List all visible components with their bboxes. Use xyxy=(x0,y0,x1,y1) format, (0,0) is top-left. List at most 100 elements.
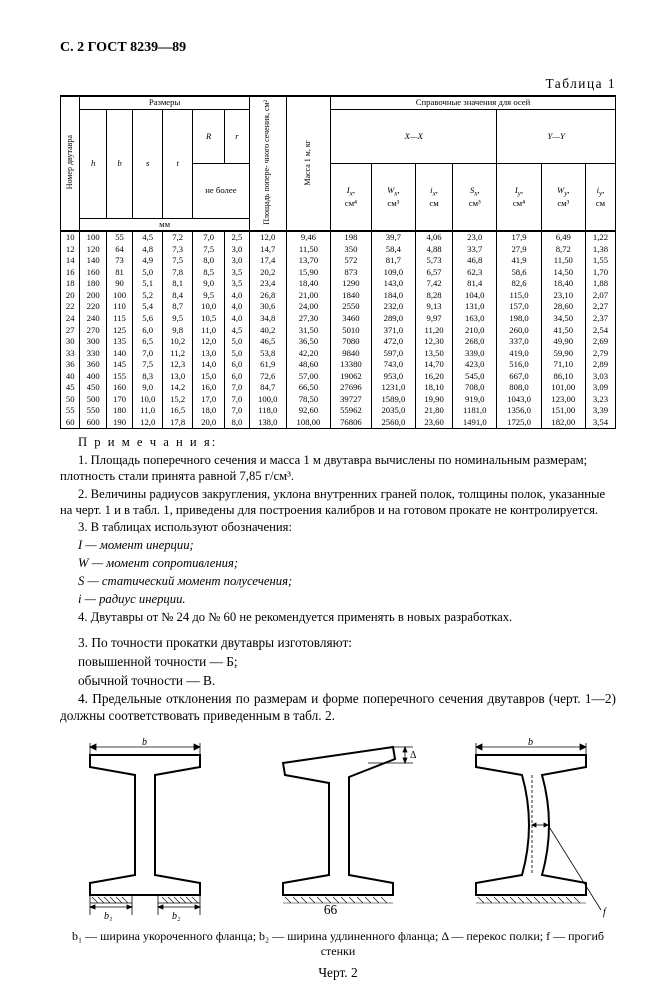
note-item: W — момент сопротивления; xyxy=(78,556,238,570)
table-cell: 40,2 xyxy=(249,325,286,337)
table-cell: 4,5 xyxy=(133,231,163,244)
table-cell: 13,0 xyxy=(193,348,225,360)
note-item: i — радиус инерции. xyxy=(78,592,186,606)
table-cell: 59,90 xyxy=(541,348,585,360)
table-cell: 9,0 xyxy=(193,278,225,290)
table-cell: 21,00 xyxy=(286,290,330,302)
table-cell: 115 xyxy=(106,313,132,325)
table-cell: 46,8 xyxy=(453,255,497,267)
table-cell: 2,54 xyxy=(585,325,615,337)
table-cell: 9,0 xyxy=(133,382,163,394)
table-cell: 16,0 xyxy=(193,382,225,394)
table-cell: 743,0 xyxy=(371,359,415,371)
table-cell: 516,0 xyxy=(497,359,541,371)
table-cell: 2,5 xyxy=(225,231,249,244)
table-cell: 10 xyxy=(61,231,80,244)
table-cell: 15,90 xyxy=(286,267,330,279)
table-cell: 23,0 xyxy=(453,231,497,244)
table-cell: 11,0 xyxy=(193,325,225,337)
table-cell: 123,00 xyxy=(541,394,585,406)
table-cell: 220 xyxy=(80,301,106,313)
table-cell: 4,5 xyxy=(225,325,249,337)
table-cell: 545,0 xyxy=(453,371,497,383)
table-cell: 6,5 xyxy=(133,336,163,348)
table-cell: 550 xyxy=(80,405,106,417)
table-row: 16160815,07,88,53,520,215,90873109,06,57… xyxy=(61,267,616,279)
table-cell: 200 xyxy=(80,290,106,302)
main-table: Номер двутавра Размеры Площадь попере- ч… xyxy=(60,95,616,429)
table-cell: 18,0 xyxy=(193,405,225,417)
col-mm: мм xyxy=(80,218,249,231)
table-cell: 3,39 xyxy=(585,405,615,417)
figure-2: Δ xyxy=(253,735,423,925)
table-cell: 20 xyxy=(61,290,80,302)
notes-label: П р и м е ч а н и я: xyxy=(78,435,217,449)
table-cell: 14,2 xyxy=(163,382,193,394)
table-cell: 8,3 xyxy=(133,371,163,383)
table-cell: 34,8 xyxy=(249,313,286,325)
table-cell: 28,60 xyxy=(541,301,585,313)
table-cell: 16 xyxy=(61,267,80,279)
table-cell: 7,2 xyxy=(163,231,193,244)
table-cell: 360 xyxy=(80,359,106,371)
table-cell: 423,0 xyxy=(453,359,497,371)
table-cell: 4,0 xyxy=(225,313,249,325)
table-cell: 10,0 xyxy=(133,394,163,406)
table-cell: 30,6 xyxy=(249,301,286,313)
table-cell: 7080 xyxy=(331,336,372,348)
table-cell: 2,69 xyxy=(585,336,615,348)
table-cell: 19062 xyxy=(331,371,372,383)
table-cell: 8,72 xyxy=(541,244,585,256)
table-cell: 6,0 xyxy=(225,371,249,383)
table-cell: 17,8 xyxy=(163,417,193,429)
table-cell: 371,0 xyxy=(371,325,415,337)
table-cell: 41,50 xyxy=(541,325,585,337)
table-cell: 143,0 xyxy=(371,278,415,290)
table-cell: 8,7 xyxy=(163,301,193,313)
table-cell: 135 xyxy=(106,336,132,348)
body-line: обычной точности — В. xyxy=(60,673,616,690)
table-cell: 5,4 xyxy=(133,301,163,313)
table-cell: 337,0 xyxy=(497,336,541,348)
table-cell: 100 xyxy=(106,290,132,302)
table-cell: 708,0 xyxy=(453,382,497,394)
table-cell: 6,57 xyxy=(416,267,453,279)
table-cell: 260,0 xyxy=(497,325,541,337)
table-cell: 55 xyxy=(61,405,80,417)
table-cell: 400 xyxy=(80,371,106,383)
table-cell: 11,20 xyxy=(416,325,453,337)
table-cell: 2,27 xyxy=(585,301,615,313)
note-item: 2. Величины радиусов закругления, уклона… xyxy=(60,487,616,519)
table-row: 242401155,69,510,54,034,827,303460289,09… xyxy=(61,313,616,325)
table-cell: 4,8 xyxy=(133,244,163,256)
table-cell: 90 xyxy=(106,278,132,290)
table-cell: 24 xyxy=(61,313,80,325)
table-cell: 24,00 xyxy=(286,301,330,313)
table-cell: 7,0 xyxy=(225,405,249,417)
table-row: 272701256,09,811,04,540,231,505010371,01… xyxy=(61,325,616,337)
table-cell: 157,0 xyxy=(497,301,541,313)
table-cell: 11,50 xyxy=(286,244,330,256)
table-cell: 3460 xyxy=(331,313,372,325)
table-cell: 101,00 xyxy=(541,382,585,394)
table-cell: 14 xyxy=(61,255,80,267)
table-cell: 6,49 xyxy=(541,231,585,244)
table-cell: 170 xyxy=(106,394,132,406)
table-cell: 12,30 xyxy=(416,336,453,348)
table-cell: 53,8 xyxy=(249,348,286,360)
table-cell: 104,0 xyxy=(453,290,497,302)
table-cell: 1491,0 xyxy=(453,417,497,429)
table-cell: 13,70 xyxy=(286,255,330,267)
table-cell: 23,60 xyxy=(416,417,453,429)
table-cell: 50 xyxy=(61,394,80,406)
table-cell: 34,50 xyxy=(541,313,585,325)
table-row: 5050017010,015,217,07,0100,078,503972715… xyxy=(61,394,616,406)
table-cell: 1231,0 xyxy=(371,382,415,394)
table-cell: 4,0 xyxy=(225,301,249,313)
table-cell: 7,5 xyxy=(133,359,163,371)
table-cell: 81,7 xyxy=(371,255,415,267)
body-line: 3. По точности прокатки двутавры изготов… xyxy=(60,635,616,652)
table-cell: 18,40 xyxy=(541,278,585,290)
table-cell: 3,03 xyxy=(585,371,615,383)
table-cell: 3,5 xyxy=(225,278,249,290)
